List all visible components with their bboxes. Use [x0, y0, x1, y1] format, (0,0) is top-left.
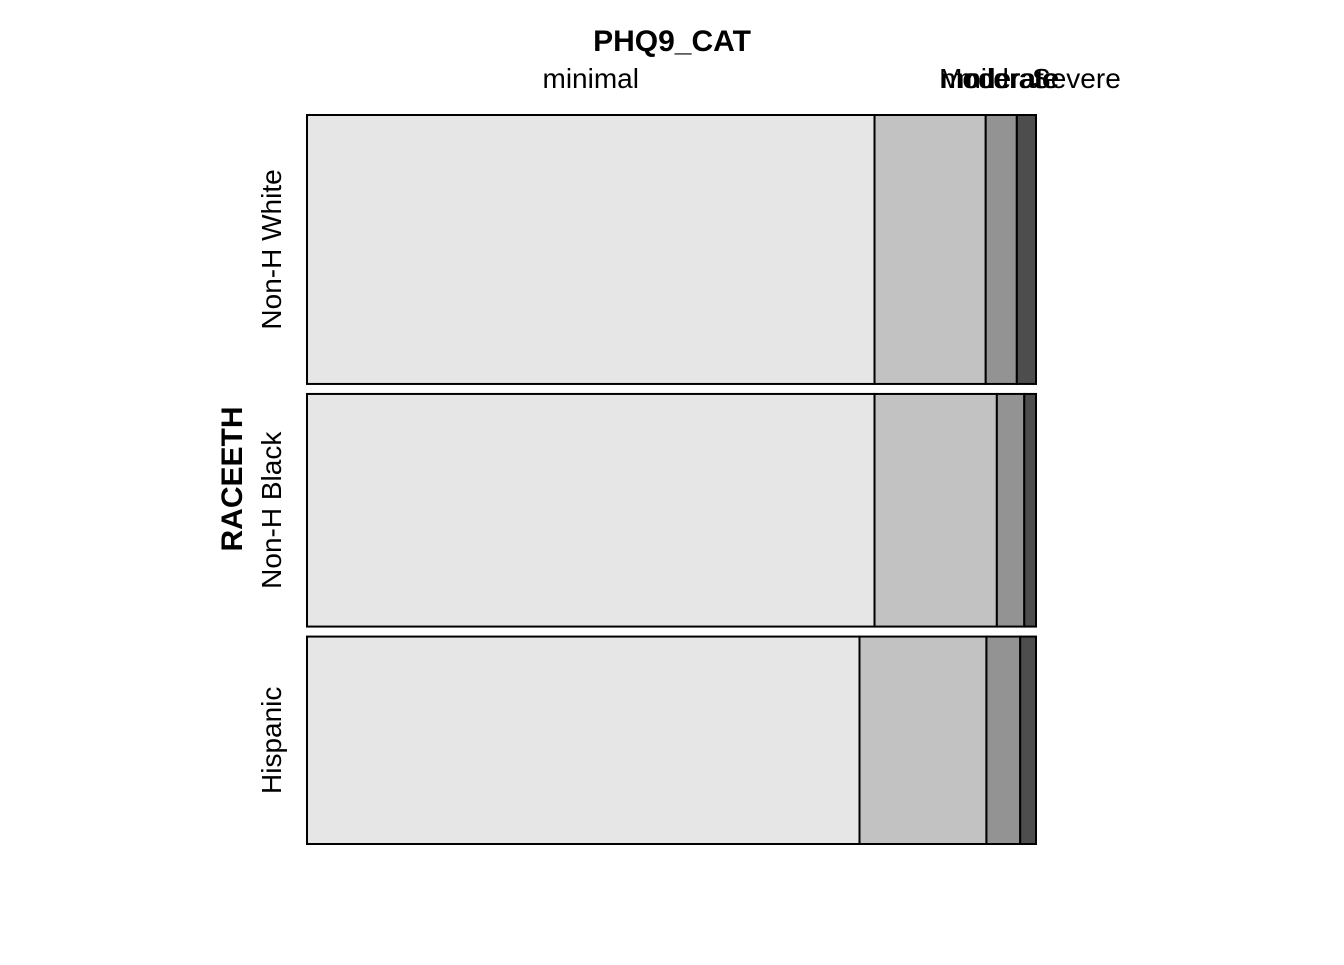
column-label-moderate-2: moderate	[941, 63, 1059, 94]
mosaic-tile-non-h-white-severe	[1015, 114, 1037, 385]
chart-title: PHQ9_CAT	[593, 25, 751, 58]
mosaic-tile-non-h-white-moderate	[984, 114, 1018, 385]
mosaic-tile-non-h-black-minimal	[306, 392, 876, 628]
mosaic-tile-hispanic-mild	[858, 635, 988, 845]
row-label-non-h-white: Non-H White	[256, 169, 287, 329]
mosaic-tile-non-h-white-mild	[873, 114, 987, 385]
mosaic-tile-non-h-white-minimal	[306, 114, 876, 385]
column-label-severe-4: Severe	[1032, 63, 1121, 94]
row-variable-label: RACEETH	[216, 406, 249, 551]
mosaic-tile-hispanic-moderate	[985, 635, 1022, 845]
mosaic-tile-non-h-black-mild	[873, 392, 998, 628]
row-labels: Non-H White Non-H Black Hispanic	[256, 169, 287, 794]
row-label-non-h-black: Non-H Black	[256, 431, 287, 589]
column-label-minimal-0: minimal	[543, 63, 639, 94]
mosaic-tile-hispanic-minimal	[306, 635, 861, 845]
column-label-moderate-3: Moderate	[939, 63, 1057, 94]
mosaic-tile-non-h-black-severe	[1023, 392, 1037, 628]
mosaic-tile-hispanic-severe	[1019, 635, 1038, 845]
mosaic-tile-non-h-black-moderate	[995, 392, 1026, 628]
mosaic-tiles	[306, 114, 1038, 845]
column-label-mild-1: mild	[957, 63, 1008, 94]
row-label-hispanic: Hispanic	[256, 687, 287, 794]
